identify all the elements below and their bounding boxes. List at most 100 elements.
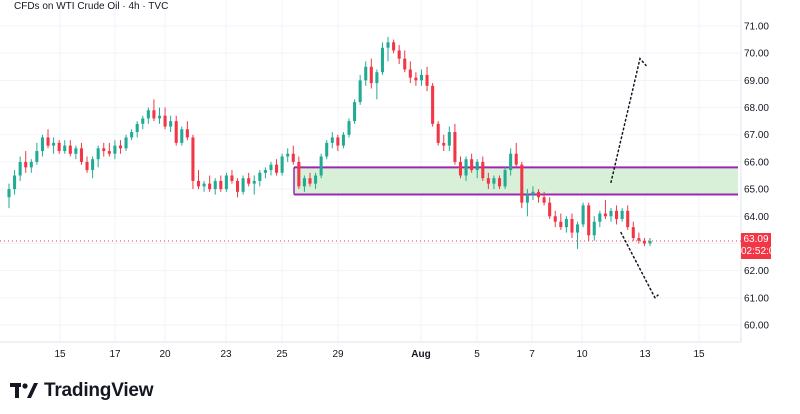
last-price-value: 63.09	[743, 234, 769, 245]
candle-body	[386, 42, 390, 48]
candle-body	[475, 161, 479, 171]
candle-body	[302, 178, 306, 187]
candle-body	[13, 175, 17, 190]
price-tick-label: 62.00	[744, 266, 769, 277]
candle-body	[570, 218, 574, 233]
candle-body	[269, 164, 273, 171]
candle-body	[481, 161, 485, 179]
price-tick-label: 65.00	[744, 185, 769, 196]
projection-lines	[0, 57, 741, 300]
candle-body	[592, 221, 596, 236]
candle-body	[431, 85, 435, 124]
candle-body	[191, 137, 195, 181]
support-zone-fill	[294, 167, 738, 195]
candle-body	[330, 137, 334, 143]
price-tick-label: 64.00	[744, 212, 769, 223]
price-tick-label: 68.00	[744, 103, 769, 114]
candle-body	[29, 161, 33, 168]
candle-body	[263, 170, 267, 173]
candle-body	[308, 178, 312, 184]
candle-body	[369, 66, 373, 84]
candle-body	[464, 159, 468, 176]
price-tick-label: 69.00	[744, 76, 769, 87]
candle-body	[615, 210, 619, 219]
footer: TradingView	[10, 372, 800, 412]
candle-body	[364, 66, 368, 81]
candle-body	[130, 132, 134, 138]
candle-body	[107, 151, 111, 154]
candle-body	[336, 137, 340, 146]
candle-body	[403, 58, 407, 70]
time-tick-label: 29	[332, 349, 344, 360]
bullish-projection-path	[610, 57, 647, 184]
tradingview-logo[interactable]: TradingView	[10, 380, 154, 402]
time-tick-label: 15	[693, 349, 705, 360]
support-zone	[293, 166, 738, 196]
candle-body	[185, 129, 189, 138]
candle-body	[319, 156, 323, 176]
time-tick-label: 7	[529, 349, 535, 360]
last-price-tag: 63.09 02:52:09	[741, 233, 780, 259]
candle-body	[442, 142, 446, 146]
candle-body	[341, 134, 345, 146]
candle-body	[219, 180, 223, 190]
candle-body	[581, 205, 585, 225]
candle-body	[380, 47, 384, 73]
candle-body	[202, 183, 206, 187]
candle-body	[163, 115, 167, 127]
candle-body	[247, 178, 251, 184]
candle-body	[275, 164, 279, 173]
bearish-projection-path	[620, 231, 659, 300]
candle-body	[609, 210, 613, 217]
candle-body	[35, 151, 39, 162]
candle-body	[397, 50, 401, 59]
candle-body	[353, 102, 357, 122]
candle-body	[648, 241, 652, 244]
candle-body	[174, 121, 178, 143]
candle-body	[497, 178, 502, 187]
candle-body	[7, 189, 11, 198]
candle-body	[626, 210, 630, 228]
time-tick-label: 23	[220, 349, 232, 360]
candle-body	[235, 180, 240, 192]
candle-body	[213, 180, 217, 190]
candle-body	[74, 148, 78, 154]
candle-body	[135, 123, 139, 133]
candle-body	[347, 121, 351, 135]
candle-body	[230, 175, 234, 181]
candle-body	[146, 110, 150, 119]
candle-body	[559, 221, 563, 228]
price-chart[interactable]: 60.0061.0062.0063.0064.0065.0066.0067.00…	[0, 0, 800, 372]
candle-body	[564, 218, 568, 228]
candle-body	[286, 153, 290, 157]
candle-body	[447, 132, 451, 146]
candle-body	[553, 216, 557, 222]
candle-body	[124, 137, 128, 149]
candle-body	[620, 210, 624, 219]
candle-body	[24, 161, 28, 168]
candle-body	[252, 180, 256, 184]
time-tick-label: 5	[474, 349, 480, 360]
price-tick-label: 66.00	[744, 157, 769, 168]
time-tick-label: 20	[159, 349, 171, 360]
candle-body	[514, 153, 518, 165]
candle-body	[509, 153, 513, 171]
candle-body	[520, 164, 524, 203]
logo-text: TradingView	[44, 380, 154, 401]
candle-body	[141, 118, 145, 124]
price-tick-label: 60.00	[744, 321, 769, 332]
price-axis: 60.0061.0062.0063.0064.0065.0066.0067.00…	[744, 22, 769, 332]
candle-body	[453, 132, 457, 162]
candle-body	[419, 74, 424, 81]
candle-body	[536, 191, 541, 198]
candle-body	[241, 178, 245, 192]
candle-body	[375, 72, 379, 84]
candle-body	[79, 148, 83, 162]
bar-countdown: 02:52:09	[741, 246, 780, 257]
candle-body	[587, 205, 591, 236]
candle-body	[314, 175, 318, 184]
time-tick-label: 15	[54, 349, 66, 360]
candle-body	[408, 69, 412, 78]
time-tick-label: 10	[576, 349, 588, 360]
candle-body	[436, 123, 440, 143]
